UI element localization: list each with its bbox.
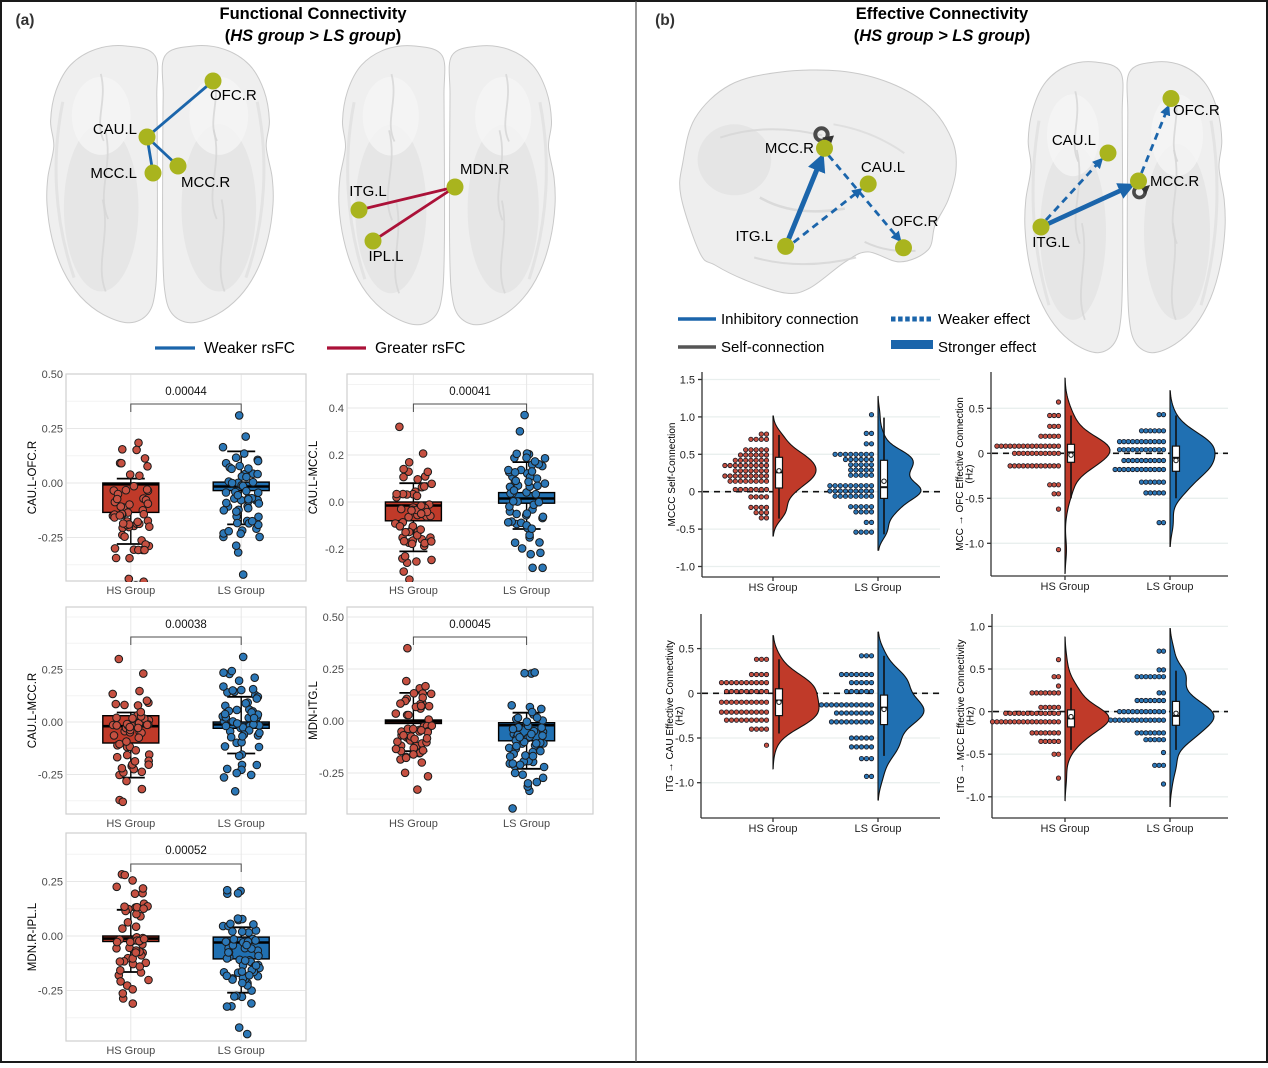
- svg-text:MDN.R: MDN.R: [460, 161, 509, 178]
- svg-text:(HS group > LS group): (HS group > LS group): [854, 27, 1030, 45]
- svg-text:-0.25: -0.25: [38, 533, 63, 545]
- svg-text:LS Group: LS Group: [218, 585, 265, 597]
- svg-text:ITG.L: ITG.L: [735, 228, 773, 245]
- svg-text:-1.0: -1.0: [965, 538, 984, 550]
- svg-text:MCC.L: MCC.L: [90, 165, 137, 182]
- svg-text:0.00038: 0.00038: [165, 619, 207, 631]
- svg-text:LS Group: LS Group: [854, 582, 901, 594]
- svg-text:-0.5: -0.5: [966, 749, 985, 761]
- svg-text:1.0: 1.0: [680, 412, 695, 424]
- svg-text:0.00: 0.00: [42, 478, 63, 490]
- svg-text:ITG → MCC Effective Connectivi: ITG → MCC Effective Connectivity: [956, 639, 967, 792]
- svg-text:CAU.L: CAU.L: [1052, 132, 1096, 149]
- svg-text:MCC → OFC Effective Connection: MCC → OFC Effective Connection: [955, 397, 966, 551]
- svg-text:0.00: 0.00: [42, 717, 63, 729]
- svg-text:0.25: 0.25: [323, 664, 344, 676]
- svg-text:-0.5: -0.5: [676, 524, 695, 536]
- svg-text:0.0: 0.0: [329, 497, 344, 509]
- svg-text:MCC.R: MCC.R: [181, 174, 230, 191]
- svg-text:MDN.R-IPL.L: MDN.R-IPL.L: [27, 902, 39, 971]
- svg-text:CAU.L: CAU.L: [861, 159, 905, 176]
- svg-text:0.25: 0.25: [42, 424, 63, 436]
- svg-text:Self-connection: Self-connection: [721, 339, 824, 356]
- svg-text:1.5: 1.5: [680, 375, 695, 387]
- svg-text:ITG → CAU Effective Connectivi: ITG → CAU Effective Connectivity: [665, 640, 676, 792]
- svg-text:0.25: 0.25: [42, 665, 63, 677]
- svg-text:0.25: 0.25: [42, 877, 63, 889]
- svg-text:0: 0: [979, 707, 985, 719]
- svg-text:0.00045: 0.00045: [449, 619, 491, 631]
- svg-text:Greater rsFC: Greater rsFC: [375, 340, 465, 357]
- svg-text:0.5: 0.5: [680, 449, 695, 461]
- svg-text:1.0: 1.0: [970, 621, 985, 633]
- svg-text:0.4: 0.4: [329, 403, 344, 415]
- svg-text:HS Group: HS Group: [389, 585, 438, 597]
- svg-text:HS Group: HS Group: [1041, 581, 1090, 593]
- svg-text:-0.25: -0.25: [38, 770, 63, 782]
- svg-text:ITG.L: ITG.L: [349, 183, 387, 200]
- svg-text:(Hz): (Hz): [675, 707, 686, 726]
- svg-text:HS Group: HS Group: [1041, 823, 1090, 835]
- svg-text:0.2: 0.2: [329, 450, 344, 462]
- svg-text:LS Group: LS Group: [854, 823, 901, 835]
- svg-text:0.00: 0.00: [323, 716, 344, 728]
- svg-text:ITG.L: ITG.L: [1032, 234, 1070, 251]
- svg-text:Stronger effect: Stronger effect: [938, 339, 1037, 356]
- svg-text:HS Group: HS Group: [106, 585, 155, 597]
- svg-text:(a): (a): [16, 12, 35, 29]
- svg-text:(HS group > LS group): (HS group > LS group): [225, 27, 401, 45]
- svg-text:LS Group: LS Group: [503, 818, 550, 830]
- svg-text:-0.5: -0.5: [965, 493, 984, 505]
- svg-text:LS Group: LS Group: [1146, 581, 1193, 593]
- svg-text:MCC.R: MCC.R: [1150, 173, 1199, 190]
- svg-text:HS Group: HS Group: [389, 818, 438, 830]
- svg-text:HS Group: HS Group: [106, 818, 155, 830]
- svg-text:Functional Connectivity: Functional Connectivity: [219, 5, 407, 23]
- svg-text:0.00: 0.00: [42, 931, 63, 943]
- svg-text:-0.5: -0.5: [675, 733, 694, 745]
- svg-text:MCCC Self-Connection: MCCC Self-Connection: [667, 423, 678, 527]
- svg-text:Effective Connectivity: Effective Connectivity: [856, 5, 1029, 23]
- svg-text:CAU.L-OFC.R: CAU.L-OFC.R: [27, 441, 39, 514]
- svg-text:IPL.L: IPL.L: [368, 248, 403, 265]
- svg-text:0.5: 0.5: [970, 664, 985, 676]
- svg-text:-0.25: -0.25: [319, 768, 344, 780]
- svg-text:Weaker effect: Weaker effect: [938, 311, 1031, 328]
- svg-text:-1.0: -1.0: [675, 778, 694, 790]
- svg-text:(Hz): (Hz): [965, 465, 976, 484]
- svg-text:CAU.L-MCC.R: CAU.L-MCC.R: [27, 673, 39, 748]
- svg-text:(b): (b): [655, 12, 675, 29]
- svg-text:OFC.R: OFC.R: [210, 87, 257, 104]
- svg-text:Weaker rsFC: Weaker rsFC: [204, 340, 295, 357]
- svg-text:OFC.R: OFC.R: [892, 213, 939, 230]
- svg-text:Inhibitory connection: Inhibitory connection: [721, 311, 859, 328]
- svg-text:LS Group: LS Group: [1146, 823, 1193, 835]
- svg-text:0: 0: [688, 688, 694, 700]
- svg-text:LS Group: LS Group: [218, 1045, 265, 1057]
- svg-text:MCC.R: MCC.R: [765, 140, 814, 157]
- svg-text:HS Group: HS Group: [749, 823, 798, 835]
- svg-text:0: 0: [978, 448, 984, 460]
- svg-text:-1.0: -1.0: [676, 562, 695, 574]
- svg-text:OFC.R: OFC.R: [1173, 102, 1220, 119]
- svg-text:HS Group: HS Group: [106, 1045, 155, 1057]
- svg-text:LS Group: LS Group: [503, 585, 550, 597]
- svg-text:0.5: 0.5: [679, 644, 694, 656]
- svg-text:-1.0: -1.0: [966, 792, 985, 804]
- svg-text:0.00041: 0.00041: [449, 386, 491, 398]
- svg-text:-0.25: -0.25: [38, 986, 63, 998]
- svg-text:-0.2: -0.2: [325, 544, 344, 556]
- svg-text:0.00052: 0.00052: [165, 845, 207, 857]
- svg-text:(Hz): (Hz): [966, 707, 977, 726]
- svg-text:0.50: 0.50: [323, 612, 344, 624]
- svg-text:CAU.L-MCC.L: CAU.L-MCC.L: [308, 440, 320, 514]
- svg-text:0.00044: 0.00044: [165, 386, 207, 398]
- svg-text:0.50: 0.50: [42, 369, 63, 381]
- svg-text:CAU.L: CAU.L: [93, 121, 137, 138]
- svg-text:0.5: 0.5: [969, 403, 984, 415]
- svg-text:0: 0: [689, 487, 695, 499]
- svg-text:MDN-ITG.L: MDN-ITG.L: [308, 681, 320, 740]
- svg-text:LS Group: LS Group: [218, 818, 265, 830]
- svg-text:HS Group: HS Group: [749, 582, 798, 594]
